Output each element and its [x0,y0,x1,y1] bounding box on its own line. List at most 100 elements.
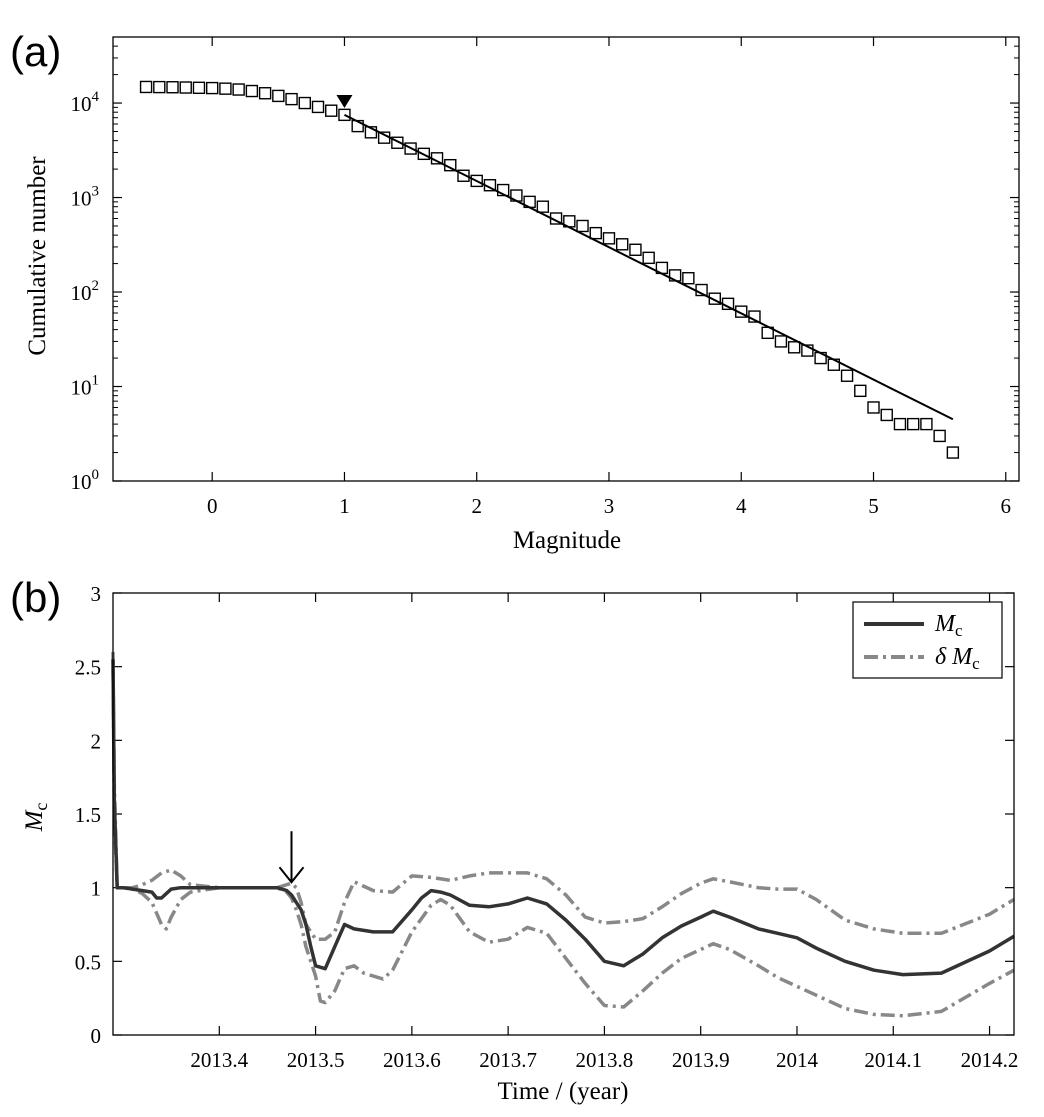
panel-b-series-lines [111,651,1015,1018]
data-point-square [827,358,841,371]
legend-label-delta-mc: δ Mc [935,644,980,673]
x-tick-label: 2014.2 [961,1048,1019,1072]
data-point-square [430,152,444,165]
data-point-square [787,341,801,354]
data-point-square [616,238,629,251]
x-tick-label: 1 [339,494,350,518]
data-point-square [668,269,682,282]
data-point-square [735,305,748,318]
y-tick-label: 0 [91,1024,102,1048]
data-point-square [377,131,391,144]
panel-a-plot-frame [112,36,1020,482]
data-point-square [893,417,907,431]
x-tick-label: 0 [207,494,218,518]
data-point-square [179,81,192,94]
data-point-square [219,82,232,95]
y-tick-label: 101 [71,373,100,400]
data-point-square [351,119,364,133]
panel-a-y-axis-label: Cumulative number [24,156,51,356]
data-point-square [311,100,325,114]
y-tick-label: 2.5 [75,656,101,680]
panel-b-x-axis-label: Time / (year) [498,1078,629,1105]
data-point-square [761,326,774,340]
data-point-square [536,200,550,213]
data-point-square [470,174,483,188]
panel-b-x-tick-labels: 2013.4 2013.5 2013.6 2013.7 2013.8 2013.9 2014… [190,1048,1018,1072]
data-point-square [166,81,179,94]
x-tick-label: 2013.7 [479,1048,537,1072]
data-point-square [682,272,695,285]
data-point-square [867,401,880,414]
data-point-square [523,195,536,209]
series-line-delta-mc-upper [111,651,1015,941]
data-point-square [444,158,457,172]
y-tick-label: 103 [71,184,100,211]
y-tick-label: 102 [71,278,100,305]
data-point-square [364,126,378,139]
data-point-square [483,179,497,192]
series-line-delta-mc-lower [111,666,1015,1018]
panel-a-annotations [336,95,353,109]
data-point-square [576,219,589,233]
x-tick-label: 5 [868,494,879,518]
x-tick-label: 2013.5 [287,1048,345,1072]
fit-line [344,113,954,421]
y-tick-label: 1 [91,877,102,901]
legend-box [852,601,1003,679]
y-tick-label: 1.5 [75,803,101,827]
data-point-square [695,283,708,297]
legend-label-mc: Mc [934,611,963,640]
data-point-square [391,136,404,149]
panel-b-annotations [278,831,305,884]
mc-triangle-marker [336,95,353,109]
panel-b-plot-frame [112,592,1015,1036]
data-point-square [655,261,669,275]
data-point-square [457,169,470,182]
panel-a-letter: (a) [10,28,61,75]
data-point-square [325,104,338,117]
y-tick-label: 3 [91,582,102,606]
data-point-square [933,429,946,443]
panel-a-y-tick-labels: 100 101 102 103 104 [71,89,100,494]
data-point-square [496,183,510,197]
data-point-square [245,84,259,98]
panel-b-y-tick-labels: 0 0.5 1 1.5 2 2.5 3 [75,582,101,1048]
data-point-square [880,408,893,422]
y-tick-label: 2 [91,729,102,753]
x-tick-label: 2013.9 [672,1048,730,1072]
data-point-square [774,335,788,348]
panel-a-x-axis-label: Magnitude [513,527,621,554]
panel-a-ticks [113,36,1019,482]
x-tick-label: 2 [471,494,482,518]
data-point-square [192,81,206,94]
panel-b-mc-time-chart: (b) 2013.4 2013.5 2013.6 2013.7 2013.8 2013.9… [10,574,1018,1105]
x-tick-label: 6 [1001,494,1012,518]
data-point-square [232,83,245,96]
y-tick-label: 104 [71,89,100,116]
data-point-square [946,446,960,459]
data-point-square [298,96,311,110]
data-point-square [814,351,827,365]
data-point-square [272,89,285,103]
panel-a-fit-line [344,113,954,421]
data-point-square [920,417,933,431]
data-point-square [748,310,761,323]
series-line-mc [111,659,1015,977]
data-point-square [629,243,642,256]
x-tick-label: 2013.8 [576,1048,634,1072]
data-point-square [840,369,854,382]
data-point-square [285,92,298,106]
data-point-square [139,80,153,94]
data-point-square [205,81,219,95]
data-point-square [153,80,166,94]
x-tick-label: 2014 [776,1048,819,1072]
data-point-square [338,108,351,122]
panel-b-letter: (b) [10,574,61,621]
data-point-square [417,147,431,161]
data-point-square [563,215,576,228]
panel-b-legend: Mc δ Mc [852,601,1003,679]
y-tick-label: 100 [71,467,100,494]
y-tick-label: 0.5 [75,950,101,974]
data-point-square [602,232,616,245]
